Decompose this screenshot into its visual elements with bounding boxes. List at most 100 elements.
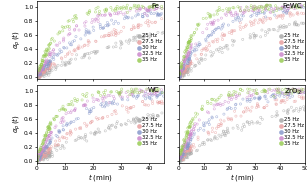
32.5 Hz	[41, 64, 45, 67]
35 Hz	[93, 10, 98, 13]
32.5 Hz	[294, 89, 299, 92]
25 Hz	[189, 152, 194, 155]
32.5 Hz	[37, 70, 42, 74]
32.5 Hz	[233, 11, 238, 14]
30 Hz	[186, 142, 191, 145]
32.5 Hz	[216, 19, 220, 22]
27.5 Hz	[107, 32, 111, 35]
27.5 Hz	[189, 145, 194, 148]
27.5 Hz	[186, 148, 191, 151]
35 Hz	[35, 158, 40, 161]
30 Hz	[181, 67, 185, 70]
32.5 Hz	[82, 104, 87, 107]
25 Hz	[45, 68, 49, 71]
25 Hz	[179, 155, 184, 158]
32.5 Hz	[253, 7, 258, 10]
25 Hz	[107, 124, 112, 127]
30 Hz	[177, 155, 182, 158]
30 Hz	[61, 128, 66, 131]
30 Hz	[195, 44, 200, 47]
27.5 Hz	[200, 49, 204, 52]
27.5 Hz	[159, 17, 164, 20]
25 Hz	[184, 156, 189, 159]
27.5 Hz	[62, 136, 67, 139]
32.5 Hz	[36, 157, 41, 160]
32.5 Hz	[66, 33, 71, 36]
25 Hz	[62, 147, 67, 150]
32.5 Hz	[130, 91, 135, 94]
35 Hz	[75, 100, 80, 103]
27.5 Hz	[188, 147, 192, 150]
32.5 Hz	[40, 66, 45, 69]
35 Hz	[137, 91, 142, 94]
27.5 Hz	[181, 158, 186, 161]
27.5 Hz	[80, 46, 85, 49]
32.5 Hz	[181, 64, 186, 67]
35 Hz	[254, 88, 259, 91]
30 Hz	[41, 66, 45, 69]
27.5 Hz	[184, 65, 189, 68]
35 Hz	[129, 90, 134, 93]
32.5 Hz	[40, 148, 45, 151]
30 Hz	[105, 24, 110, 27]
25 Hz	[97, 130, 102, 133]
30 Hz	[288, 92, 293, 95]
30 Hz	[177, 73, 182, 76]
27.5 Hz	[219, 124, 223, 127]
25 Hz	[182, 74, 187, 77]
32.5 Hz	[208, 21, 213, 24]
30 Hz	[59, 50, 64, 53]
30 Hz	[37, 155, 42, 158]
25 Hz	[231, 40, 236, 43]
35 Hz	[178, 149, 183, 152]
Text: FeWC: FeWC	[282, 3, 302, 9]
30 Hz	[212, 29, 217, 32]
27.5 Hz	[279, 99, 284, 102]
27.5 Hz	[201, 47, 206, 50]
32.5 Hz	[205, 110, 210, 113]
35 Hz	[194, 28, 199, 31]
27.5 Hz	[243, 25, 248, 28]
32.5 Hz	[297, 5, 302, 8]
25 Hz	[42, 75, 47, 78]
25 Hz	[247, 121, 252, 124]
32.5 Hz	[188, 133, 192, 136]
25 Hz	[60, 145, 65, 148]
27.5 Hz	[188, 60, 193, 63]
35 Hz	[177, 153, 182, 156]
27.5 Hz	[204, 45, 209, 48]
32.5 Hz	[41, 144, 46, 147]
32.5 Hz	[287, 91, 292, 94]
30 Hz	[282, 95, 287, 98]
27.5 Hz	[274, 102, 278, 105]
30 Hz	[161, 94, 166, 98]
25 Hz	[241, 123, 246, 126]
35 Hz	[259, 6, 264, 9]
30 Hz	[37, 156, 41, 159]
25 Hz	[135, 117, 140, 120]
30 Hz	[236, 16, 241, 19]
25 Hz	[186, 152, 191, 155]
25 Hz	[142, 118, 147, 121]
35 Hz	[227, 94, 232, 97]
35 Hz	[37, 148, 42, 151]
27.5 Hz	[178, 157, 183, 160]
30 Hz	[61, 129, 66, 132]
32.5 Hz	[38, 69, 43, 72]
32.5 Hz	[189, 132, 194, 135]
25 Hz	[44, 153, 49, 156]
27.5 Hz	[185, 64, 190, 67]
32.5 Hz	[53, 124, 58, 127]
25 Hz	[50, 69, 55, 72]
27.5 Hz	[86, 39, 91, 42]
27.5 Hz	[280, 99, 285, 102]
25 Hz	[146, 113, 150, 116]
25 Hz	[41, 158, 45, 161]
32.5 Hz	[178, 70, 183, 73]
30 Hz	[57, 48, 62, 51]
32.5 Hz	[95, 98, 100, 101]
32.5 Hz	[273, 94, 278, 97]
35 Hz	[128, 7, 133, 10]
27.5 Hz	[83, 44, 87, 47]
32.5 Hz	[178, 155, 183, 158]
